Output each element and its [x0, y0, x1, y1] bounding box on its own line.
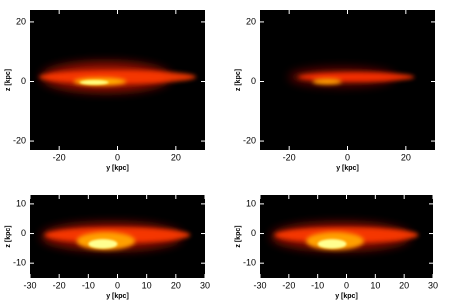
x-axis-label: y [kpc]	[106, 165, 129, 172]
panel: -20 0 20 -20 0 20 y [kpc] z [kpc]	[5, 10, 205, 172]
panel: -30 -20 -10 0 10 20 30 -10 0 10 y [kpc] z [kpc]	[5, 195, 210, 300]
y-axis-label: z [kpc]	[235, 225, 242, 247]
density-image	[271, 223, 419, 250]
x-tick-label: 0	[345, 152, 350, 162]
y-tick-label: 0	[251, 76, 256, 86]
y-axis-label: z [kpc]	[235, 69, 242, 91]
x-tick-label: 10	[370, 280, 380, 290]
x-tick-label: 0	[344, 280, 349, 290]
density-image	[289, 68, 415, 86]
x-tick-label: -10	[82, 280, 95, 290]
y-tick-label: 20	[246, 16, 256, 26]
x-tick-label: 0	[115, 152, 120, 162]
y-tick-label: -10	[13, 258, 26, 268]
density-image	[38, 62, 197, 92]
panel: -20 0 20 -20 0 20 y [kpc] z [kpc]	[235, 10, 435, 172]
x-tick-label: 0	[115, 280, 120, 290]
x-tick-label: 20	[171, 152, 181, 162]
y-axis-label: z [kpc]	[5, 225, 12, 247]
panel: -30 -20 -10 0 10 20 30 -10 0 10 y [kpc] z [kpc]	[235, 195, 438, 300]
density-blob	[88, 239, 118, 249]
y-tick-label: 0	[21, 228, 26, 238]
x-axis-label: y [kpc]	[336, 165, 359, 172]
x-tick-label: 10	[142, 280, 152, 290]
y-tick-label: -20	[13, 135, 26, 145]
x-tick-label: 20	[401, 152, 411, 162]
x-tick-label: 20	[399, 280, 409, 290]
x-tick-label: -20	[283, 152, 296, 162]
y-axis-label: z [kpc]	[5, 69, 12, 91]
x-tick-label: 20	[171, 280, 181, 290]
y-tick-label: -10	[243, 258, 256, 268]
x-tick-label: -20	[282, 280, 295, 290]
y-tick-label: 0	[251, 228, 256, 238]
x-tick-label: -10	[311, 280, 324, 290]
density-image	[41, 223, 191, 250]
y-tick-label: 10	[246, 198, 256, 208]
x-tick-label: 30	[428, 280, 438, 290]
x-axis-label: y [kpc]	[106, 293, 129, 300]
x-tick-label: 30	[200, 280, 210, 290]
x-tick-label: -20	[53, 152, 66, 162]
x-axis-label: y [kpc]	[335, 293, 358, 300]
y-tick-label: -20	[243, 135, 256, 145]
density-blob	[312, 78, 342, 85]
x-tick-label: -20	[53, 280, 66, 290]
density-blob	[317, 239, 347, 249]
y-tick-label: 0	[21, 76, 26, 86]
x-tick-label: -30	[23, 280, 36, 290]
y-tick-label: 20	[16, 16, 26, 26]
density-blob	[79, 80, 109, 85]
y-tick-label: 10	[16, 198, 26, 208]
x-tick-label: -30	[253, 280, 266, 290]
